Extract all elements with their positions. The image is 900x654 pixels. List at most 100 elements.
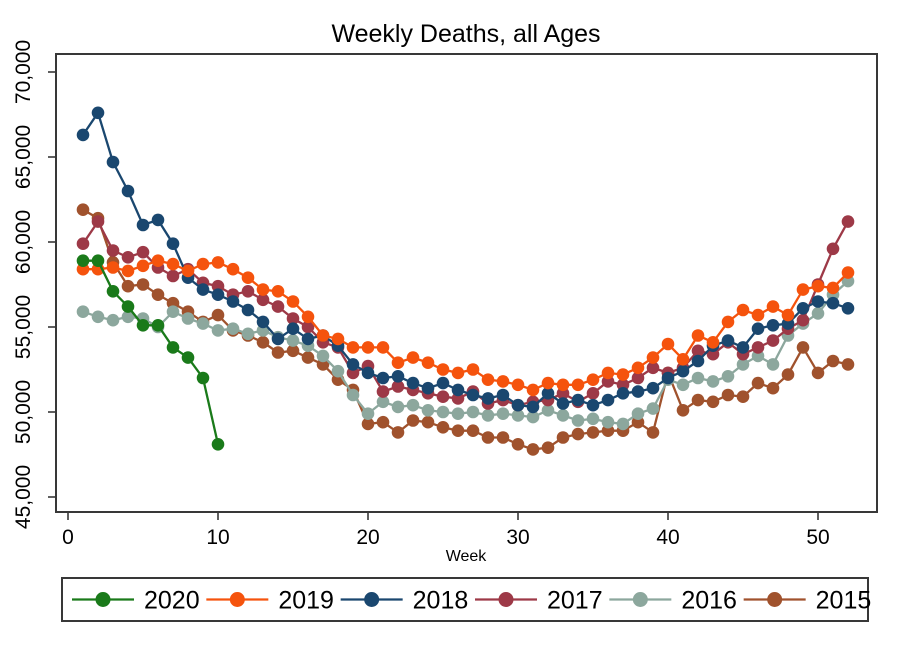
legend-label-2019: 2019 (278, 587, 334, 615)
series-2018-marker (586, 398, 600, 412)
series-2018-marker (571, 393, 585, 407)
series-2018-marker (151, 213, 165, 227)
series-2019-marker (751, 308, 765, 322)
series-2019-marker (706, 336, 720, 349)
series-2018-marker (421, 381, 435, 395)
series-2018-marker (136, 218, 150, 232)
series-2020-marker (121, 300, 135, 313)
series-2016-marker (391, 400, 405, 414)
series-2015-marker (646, 426, 660, 439)
series-2016-marker (346, 388, 360, 402)
series-2018-marker (271, 332, 285, 346)
series-2015-marker (691, 393, 705, 407)
series-2018-marker (436, 376, 450, 390)
series-2018-marker (226, 295, 240, 308)
series-2015-marker (706, 395, 720, 409)
legend-marker-2016 (632, 592, 648, 607)
series-2019-marker (121, 264, 135, 278)
series-2019-marker (361, 341, 375, 354)
series-2016-marker (766, 358, 780, 371)
series-2019-marker (796, 283, 810, 296)
series-2018-marker (676, 364, 690, 378)
series-2015-marker (376, 415, 390, 429)
series-2016-marker (406, 398, 420, 412)
y-tick-label: 55,000 (12, 295, 35, 359)
legend-label-2016: 2016 (681, 587, 737, 615)
series-2015-marker (811, 366, 825, 380)
series-2018-marker (76, 128, 90, 142)
series-2019-marker (646, 351, 660, 364)
series-2015-marker (151, 288, 165, 302)
series-2019-marker (676, 353, 690, 366)
series-2017-marker (121, 250, 135, 264)
series-2019-marker (511, 378, 525, 392)
series-2016-marker (331, 364, 345, 378)
legend-item-2015: 2015 (743, 587, 871, 615)
series-2019-marker (781, 308, 795, 322)
series-2017-marker (376, 385, 390, 398)
series-2020-marker (151, 319, 165, 332)
series-2017-marker (271, 300, 285, 313)
series-2020-marker (196, 371, 210, 385)
x-tick-label: 0 (62, 526, 74, 549)
series-2018-marker (286, 322, 300, 336)
series-2019-marker (766, 300, 780, 313)
series-2015-marker (796, 341, 810, 354)
legend-box (61, 577, 869, 622)
series-2015-marker (271, 346, 285, 359)
series-2016-marker (721, 370, 735, 383)
series-2017-marker (586, 387, 600, 400)
series-2018-marker (301, 332, 315, 346)
series-2018-marker (841, 302, 855, 315)
series-2015-marker (781, 368, 795, 381)
series-2018-marker (106, 155, 120, 169)
series-2018-marker (496, 388, 510, 402)
series-2017-marker (136, 245, 150, 259)
series-2016-marker (466, 405, 480, 419)
series-2015-marker (736, 390, 750, 404)
x-tick-label: 20 (356, 526, 379, 549)
series-2019-marker (466, 363, 480, 376)
series-2017-marker (796, 313, 810, 327)
series-2015-marker (211, 308, 225, 322)
x-tick-label: 40 (656, 526, 679, 549)
series-2015-marker (751, 376, 765, 390)
legend-label-2017: 2017 (547, 587, 603, 615)
series-2018-marker (481, 392, 495, 405)
series-2018-marker (811, 295, 825, 308)
series-2019-marker (496, 375, 510, 388)
series-2016-marker (286, 334, 300, 347)
series-2019-marker (391, 356, 405, 370)
series-2018-marker (451, 383, 465, 397)
series-2018-marker (346, 358, 360, 371)
series-2015-marker (541, 441, 555, 455)
series-2019-marker (376, 341, 390, 354)
legend-marker-2018 (364, 592, 380, 607)
series-2016-marker (91, 310, 105, 324)
series-2017-marker (286, 312, 300, 325)
series-2019-marker (286, 295, 300, 308)
series-2018-line (82, 110, 849, 409)
series-2018-marker (826, 296, 840, 310)
series-2016-marker (76, 305, 90, 319)
series-2015-marker (466, 424, 480, 438)
series-2018-marker (196, 283, 210, 296)
series-2017-marker (91, 215, 105, 228)
y-tick-label: 65,000 (12, 125, 35, 189)
series-2016-marker (616, 417, 630, 431)
series-2019-marker (616, 368, 630, 381)
series-2019-marker (181, 264, 195, 278)
legend-marker-2019 (229, 592, 245, 607)
series-2015-marker (301, 351, 315, 364)
legend-marker-2015 (767, 592, 783, 607)
series-2019-marker (331, 332, 345, 346)
series-2017-marker (166, 269, 180, 283)
series-2017-marker (826, 242, 840, 256)
series-2018-marker (631, 385, 645, 398)
series-2017-marker (436, 390, 450, 404)
legend-item-2019: 2019 (206, 587, 334, 615)
series-2016-marker (691, 371, 705, 385)
x-tick-label: 10 (206, 526, 229, 549)
